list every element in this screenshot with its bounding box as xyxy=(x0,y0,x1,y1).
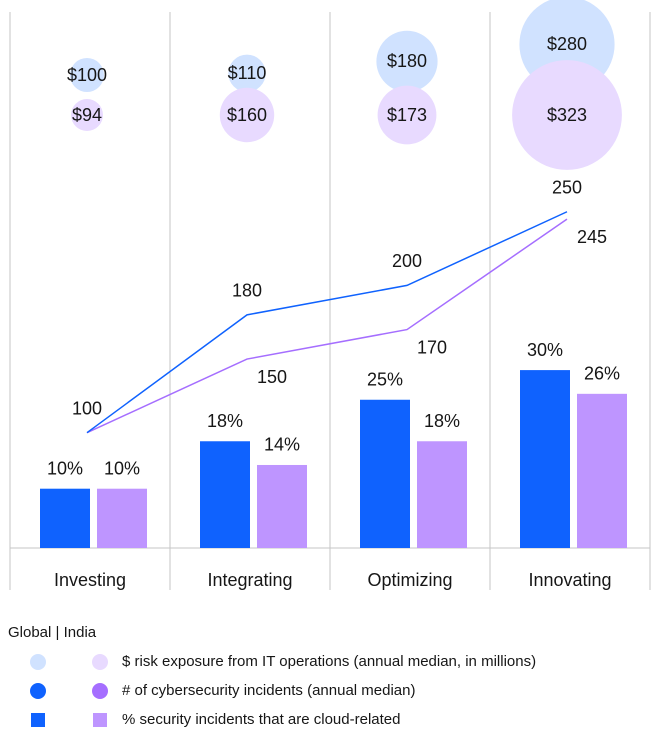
bar xyxy=(200,441,250,548)
legend-swatch xyxy=(93,713,107,727)
bubble xyxy=(377,85,437,145)
bar xyxy=(97,488,147,548)
legend-swatch xyxy=(31,713,45,727)
legend-swatch xyxy=(30,683,46,699)
bubble-label: $94 xyxy=(72,105,102,125)
bar xyxy=(577,393,627,548)
point-label: 245 xyxy=(577,227,607,247)
bar-label: 10% xyxy=(47,458,83,478)
point-label: 250 xyxy=(552,178,582,198)
line xyxy=(86,218,568,434)
bubble-label: $180 xyxy=(387,51,427,71)
legend-label: % security incidents that are cloud-rela… xyxy=(122,711,400,728)
bar-label: 30% xyxy=(527,340,563,360)
bubble xyxy=(219,87,275,143)
legend-swatch xyxy=(92,654,108,670)
bubble-label: $173 xyxy=(387,105,427,125)
bubble xyxy=(228,54,266,92)
bar xyxy=(257,464,307,548)
bubble xyxy=(376,30,438,92)
bar-label: 25% xyxy=(367,370,403,390)
bubble-label: $110 xyxy=(228,63,267,83)
bar xyxy=(417,441,467,548)
bubble-label: $160 xyxy=(227,105,267,125)
bar-label: 14% xyxy=(264,435,300,455)
bubble-label: $323 xyxy=(547,105,587,125)
legend-swatch xyxy=(30,654,46,670)
legend-label: $ risk exposure from IT operations (annu… xyxy=(122,653,536,670)
point-label: 180 xyxy=(232,281,262,301)
legend-label: # of cybersecurity incidents (annual med… xyxy=(122,682,415,699)
bar-label: 26% xyxy=(584,364,620,384)
bar xyxy=(360,399,410,548)
bubble-label: $100 xyxy=(67,65,107,85)
bubble xyxy=(71,99,103,131)
x-tick-label: Investing xyxy=(54,570,126,590)
point-label: 150 xyxy=(257,367,287,387)
x-tick-label: Innovating xyxy=(528,570,611,590)
point-label: 100 xyxy=(72,398,102,418)
bar-label: 18% xyxy=(207,411,243,431)
x-tick-label: Optimizing xyxy=(367,570,452,590)
point-label: 170 xyxy=(417,337,447,357)
bar-label: 10% xyxy=(104,458,140,478)
bubble-label: $280 xyxy=(547,34,587,54)
line xyxy=(86,211,568,434)
legend-swatch xyxy=(92,683,108,699)
legend-title: Global | India xyxy=(8,624,97,641)
bar xyxy=(520,370,570,548)
point-label: 200 xyxy=(392,251,422,271)
x-tick-label: Integrating xyxy=(207,570,292,590)
bubble xyxy=(512,60,622,170)
bar xyxy=(40,488,90,548)
bar-label: 18% xyxy=(424,411,460,431)
bubble xyxy=(70,58,104,92)
